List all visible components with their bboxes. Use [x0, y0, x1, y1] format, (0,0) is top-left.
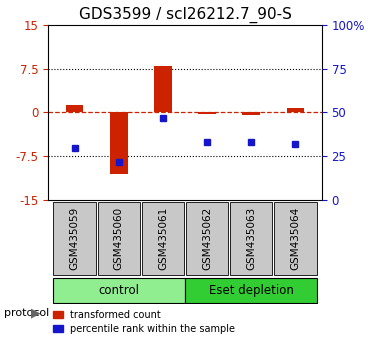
Bar: [287, 108, 304, 113]
Text: GSM435060: GSM435060: [114, 207, 124, 270]
FancyBboxPatch shape: [53, 278, 185, 303]
Bar: [198, 113, 216, 114]
Title: GDS3599 / scl26212.7_90-S: GDS3599 / scl26212.7_90-S: [78, 7, 292, 23]
Text: protocol: protocol: [4, 308, 49, 318]
Text: GSM435064: GSM435064: [290, 207, 300, 270]
FancyBboxPatch shape: [274, 202, 317, 275]
FancyBboxPatch shape: [53, 202, 96, 275]
Bar: [110, 113, 128, 174]
Bar: [154, 66, 172, 113]
Bar: [66, 105, 83, 113]
Bar: [242, 113, 260, 115]
Text: GSM435063: GSM435063: [246, 207, 256, 270]
FancyBboxPatch shape: [142, 202, 184, 275]
FancyBboxPatch shape: [98, 202, 140, 275]
Text: GSM435061: GSM435061: [158, 207, 168, 270]
FancyBboxPatch shape: [185, 278, 317, 303]
Text: GSM435062: GSM435062: [202, 207, 212, 270]
Text: GSM435059: GSM435059: [70, 207, 80, 270]
Text: ▶: ▶: [31, 307, 41, 320]
Legend: transformed count, percentile rank within the sample: transformed count, percentile rank withi…: [53, 310, 235, 334]
Text: control: control: [98, 284, 139, 297]
Text: Eset depletion: Eset depletion: [209, 284, 294, 297]
FancyBboxPatch shape: [230, 202, 272, 275]
FancyBboxPatch shape: [186, 202, 228, 275]
